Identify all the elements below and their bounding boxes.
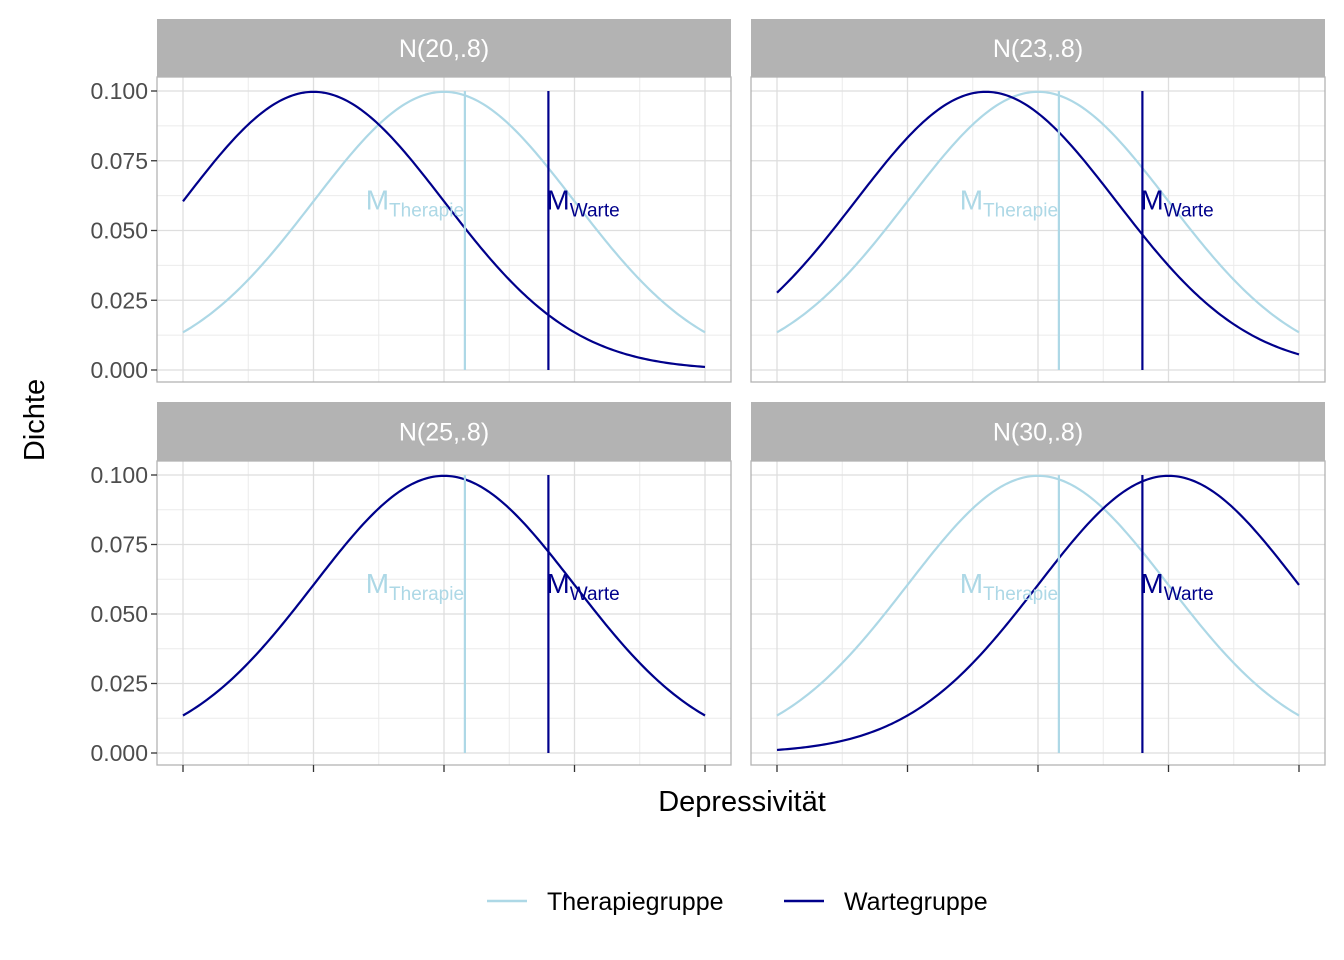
- y-tick-label: 0.050: [90, 218, 148, 244]
- density-curve-wartegruppe: [182, 474, 706, 717]
- y-tick-label: 0.075: [90, 532, 148, 558]
- legend: Therapiegruppe Wartegruppe: [487, 888, 988, 916]
- y-tick-label: 0.025: [90, 287, 148, 313]
- y-tick-label: 0.050: [90, 601, 148, 627]
- density-curve-wartegruppe: [776, 90, 1300, 356]
- facet-strip: [751, 402, 1325, 461]
- y-tick-label: 0.075: [90, 148, 148, 174]
- y-tick-label: 0.025: [90, 671, 148, 697]
- gridlines: [751, 461, 1325, 765]
- x-axis-title: Depressivität: [658, 786, 826, 818]
- panel-border: [750, 76, 1326, 383]
- gridlines: [751, 77, 1325, 382]
- gridlines: [157, 461, 731, 765]
- y-axis-title: Dichte: [19, 379, 51, 461]
- facet-strip-label: N(20,.8): [399, 35, 489, 63]
- facet-strip-label: N(25,.8): [399, 419, 489, 447]
- panels-layer: N(20,.8)MTherapie MWarteN(23,.8)MTherapie…: [156, 19, 1326, 766]
- y-tick-label: 0.100: [90, 78, 148, 104]
- facet-strip-label: N(30,.8): [993, 419, 1083, 447]
- y-tick-label: 0.100: [90, 462, 148, 488]
- facet-strip: [751, 19, 1325, 77]
- facet-strip: [157, 19, 731, 77]
- y-tick-label: 0.000: [90, 357, 148, 383]
- density-curve-therapiegruppe: [776, 90, 1300, 334]
- density-curve-therapiegruppe: [776, 474, 1300, 717]
- panel-n-30-8: N(30,.8)MTherapie MWarte: [750, 402, 1326, 766]
- panel-n-20-8: N(20,.8)MTherapie MWarte: [156, 19, 732, 383]
- panel-n-23-8: N(23,.8)MTherapie MWarte: [750, 19, 1326, 383]
- panel-border: [156, 76, 732, 383]
- legend-label-wartegruppe: Wartegruppe: [844, 888, 988, 916]
- density-curve-wartegruppe: [776, 474, 1300, 752]
- x-axis-layer: [182, 765, 1300, 772]
- legend-label-therapiegruppe: Therapiegruppe: [547, 888, 724, 916]
- facet-strip-label: N(23,.8): [993, 35, 1083, 63]
- panel-n-25-8: N(25,.8)MTherapie MWarte: [156, 402, 732, 766]
- y-axis-layer: 0.000 0.025 0.050 0.075 0.100 0.000 0.025 0.050…: [90, 78, 157, 766]
- y-tick-label: 0.000: [90, 740, 148, 766]
- facet-strip: [157, 402, 731, 461]
- density-curve-wartegruppe: [182, 90, 706, 369]
- density-curve-therapiegruppe: [182, 90, 706, 334]
